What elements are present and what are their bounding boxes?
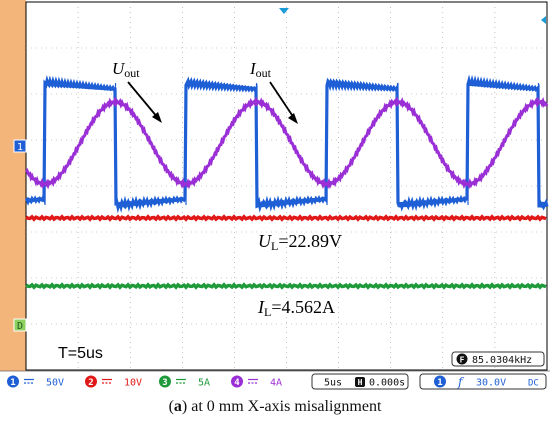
frequency-icon [456, 353, 468, 365]
iout-arrow [269, 81, 295, 119]
il-value: =4.562A [271, 297, 335, 317]
oscilloscope-screen: 1 D Uout Iout UL=22.89V IL=4.562A T=5us … [0, 0, 550, 393]
il-sub: L [264, 305, 271, 319]
uout-waveform [24, 74, 549, 214]
trigger-readout: 1 f 30.0V DC [419, 373, 547, 390]
uout-sub: out [124, 66, 140, 80]
channel-2-icon [85, 375, 97, 388]
status-bar [0, 371, 550, 393]
iout-sub: out [256, 66, 272, 80]
channel-readout-2: 2 10V [85, 375, 142, 389]
channel-1-icon [7, 375, 19, 388]
timebase-note: T=5us [58, 345, 103, 362]
channel-3-scale: 5A [198, 378, 210, 389]
il-annotation: IL=4.562A [257, 297, 335, 319]
channel-3-icon [159, 375, 171, 388]
ul-label: U [258, 231, 272, 251]
timebase-readout: 5us H 0.000s [311, 373, 409, 390]
trigger-slope-icon: f [457, 375, 465, 389]
svg-text:Uout: Uout [112, 59, 140, 80]
channel-4-number: 4 [234, 378, 240, 388]
channel-readout-3: 3 5A [159, 375, 210, 389]
frequency-readout: F 85.0304kHz [451, 351, 545, 367]
channel-2-number: 2 [88, 378, 93, 388]
svg-text:IL=4.562A: IL=4.562A [257, 297, 335, 319]
uout-label: U [112, 59, 126, 78]
ul-sub: L [271, 239, 278, 253]
svg-text:Iout: Iout [249, 59, 272, 80]
channel-4-scale: 4A [270, 378, 282, 389]
timebase-value: 5us [324, 378, 342, 389]
channel-1-scale: 50V [46, 378, 64, 389]
channel-2-scale: 10V [124, 378, 142, 389]
svg-text:H: H [358, 378, 363, 387]
iout-label: I [249, 59, 257, 78]
il-dc-trace [25, 282, 547, 290]
grid [26, 2, 547, 370]
ch1-marker-label: 1 [17, 142, 23, 153]
channel-1-number: 1 [10, 378, 15, 388]
trigger-channel-icon [434, 375, 446, 388]
caption-panel: a [173, 398, 182, 415]
iout-waveform [24, 95, 549, 190]
ch1-ground-marker: 1 [13, 139, 27, 153]
trigger-level: 30.0V [476, 378, 506, 389]
ch3-marker-label: D [17, 321, 23, 332]
frequency-value: 85.0304kHz [472, 355, 532, 366]
svg-text:1: 1 [437, 378, 442, 388]
ul-dc-trace [25, 214, 547, 222]
svg-text:UL=22.89V: UL=22.89V [258, 231, 342, 253]
channel-3-number: 3 [162, 378, 167, 388]
channel-4-icon [231, 375, 243, 388]
ul-annotation: UL=22.89V [258, 231, 342, 253]
uout-annotation: Uout [112, 59, 162, 123]
channel-readout-4: 4 4A [231, 375, 282, 389]
il-label: I [257, 297, 265, 317]
ul-value: =22.89V [278, 231, 342, 251]
caption-text: at 0 mm X-axis misalignment [191, 398, 382, 415]
hpos-icon [355, 377, 365, 387]
left-marker-strip [0, 0, 26, 393]
delay-value: 0.000s [369, 378, 405, 389]
figure-caption: (a) at 0 mm X-axis misalignment [168, 398, 382, 415]
trigger-level-marker [541, 16, 546, 24]
ch3-ground-marker: D [13, 318, 27, 332]
iout-annotation: Iout [249, 59, 298, 124]
channel-readout-1: 1 50V [7, 375, 64, 389]
svg-text:F: F [460, 356, 465, 365]
uout-arrow [127, 81, 159, 119]
trigger-position-marker [279, 8, 289, 14]
trigger-coupling: DC [528, 379, 539, 389]
